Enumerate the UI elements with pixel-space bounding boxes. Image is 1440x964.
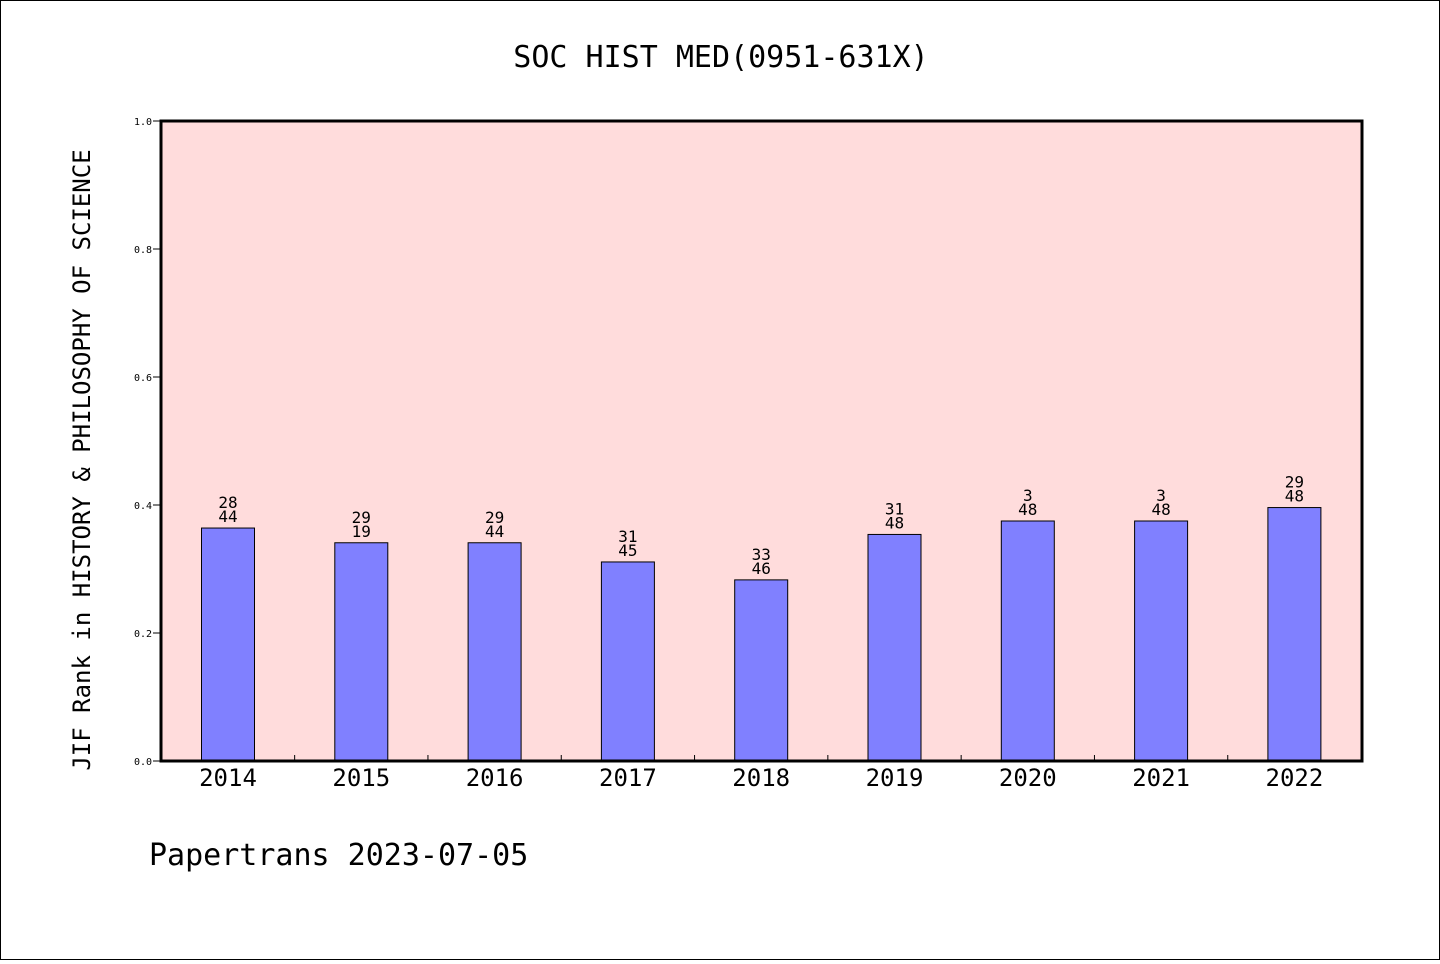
x-tick-label: 2014 <box>199 764 257 792</box>
plot-border <box>159 119 1364 763</box>
bar-label-rank: 31 <box>885 499 904 518</box>
bar-label-rank: 28 <box>218 493 237 512</box>
bar-label-rank: 3 <box>1023 486 1033 505</box>
bar-2018 <box>734 579 789 762</box>
bar-label-total: 44 <box>218 507 237 526</box>
bar-label-total: 44 <box>485 522 504 541</box>
bar-2014 <box>201 527 255 762</box>
bar-label-total: 48 <box>885 513 904 532</box>
x-tick-label: 2016 <box>466 764 524 792</box>
bar-label-total: 48 <box>1018 500 1037 519</box>
bar-label-total: 48 <box>1151 500 1170 519</box>
bar-label-rank: 3 <box>1156 486 1166 505</box>
y-tick-label: 0.0 <box>134 757 152 768</box>
bar-label-rank: 33 <box>752 545 771 564</box>
y-tick-label: 0.6 <box>134 373 152 384</box>
y-tick-label: 0.2 <box>134 629 152 640</box>
y-tick-label: 1.0 <box>134 117 152 128</box>
bar-2019 <box>867 533 922 762</box>
bar-2015 <box>334 542 389 762</box>
bar-label-total: 45 <box>618 541 637 560</box>
x-tick-label: 2015 <box>332 764 390 792</box>
y-axis-label: JIF Rank in HISTORY & PHILOSOPHY OF SCIE… <box>68 149 96 770</box>
x-tick-label: 2017 <box>599 764 657 792</box>
bar-label-rank: 29 <box>1285 473 1304 492</box>
footer-credit: Papertrans 2023-07-05 <box>149 838 528 873</box>
bar-2022 <box>1267 507 1322 762</box>
y-ticks-group: 0.0 0.2 0.4 0.6 0.8 1.0 <box>134 117 161 768</box>
bar-2017 <box>600 561 655 762</box>
chart-title: SOC HIST MED(0951-631X) <box>513 40 928 75</box>
y-tick-label: 0.4 <box>134 501 152 512</box>
bar-label-rank: 31 <box>618 527 637 546</box>
bar-2016 <box>467 542 522 762</box>
y-tick-label: 0.8 <box>134 245 152 256</box>
x-tick-label: 2021 <box>1132 764 1190 792</box>
bar-label-rank: 29 <box>485 508 504 527</box>
bar-label-rank: 29 <box>352 508 371 527</box>
bar-label-total: 19 <box>352 522 371 541</box>
x-tick-label: 2018 <box>732 764 790 792</box>
x-ticks-group: 2014 2015 2016 2017 2018 2019 2020 2021 2022 <box>199 755 1323 792</box>
x-tick-label: 2022 <box>1266 764 1324 792</box>
bar-label-total: 46 <box>752 559 771 578</box>
bar-2021 <box>1134 520 1189 762</box>
x-tick-label: 2020 <box>999 764 1057 792</box>
x-tick-label: 2019 <box>866 764 924 792</box>
bar-label-total: 48 <box>1285 487 1304 506</box>
bar-2020 <box>1000 520 1055 762</box>
